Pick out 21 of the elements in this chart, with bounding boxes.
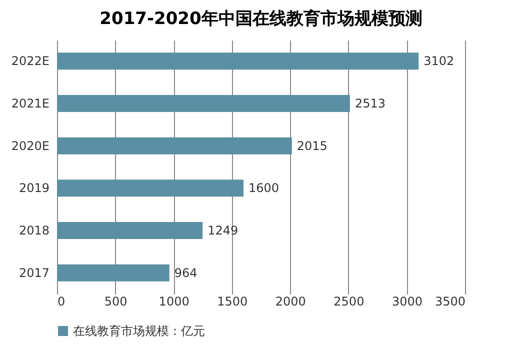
x-tick-label: 3500 [434, 294, 466, 308]
y-tick-label: 2017 [18, 266, 50, 280]
y-tick-label: 2019 [18, 181, 50, 196]
data-label: 2015 [296, 138, 328, 153]
data-label: 2513 [354, 96, 386, 110]
data-label: 1600 [248, 181, 280, 196]
data-label: 3102 [424, 54, 454, 68]
x-tick-label: 500 [104, 294, 128, 308]
x-tick-label: 2000 [275, 294, 306, 308]
y-tick-label: 2020E [11, 138, 50, 153]
x-tick-label: 1500 [217, 294, 248, 308]
y-tick-label: 2021E [11, 96, 50, 110]
x-tick-label: 1000 [158, 294, 190, 308]
y-tick-label: 2018 [18, 224, 50, 238]
chart-title: 2017-2020年中国在线教育市场规模预测 [100, 8, 422, 29]
legend-label: 在线教育市场规模：亿元 [73, 324, 205, 338]
y-tick-label: 2022E [11, 54, 50, 68]
x-tick-label: 2500 [334, 294, 364, 308]
x-tick-label: 0 [58, 294, 66, 308]
data-label: 964 [174, 266, 198, 280]
x-tick-label: 3000 [392, 294, 422, 308]
